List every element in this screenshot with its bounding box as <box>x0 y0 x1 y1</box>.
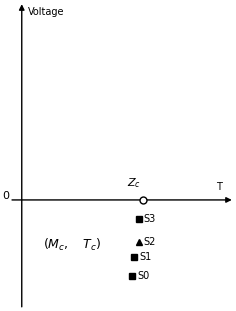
Text: S1: S1 <box>140 252 152 262</box>
Text: 0: 0 <box>2 191 9 201</box>
Text: Voltage: Voltage <box>28 7 64 17</box>
Text: $\mathit{Z_c}$: $\mathit{Z_c}$ <box>127 177 141 190</box>
Text: $\mathit{(M_c,\ \ \ T_c)}$: $\mathit{(M_c,\ \ \ T_c)}$ <box>43 237 101 253</box>
Text: S0: S0 <box>138 271 150 281</box>
Text: S2: S2 <box>144 237 156 247</box>
Text: S3: S3 <box>144 214 156 224</box>
Text: T: T <box>216 182 222 193</box>
